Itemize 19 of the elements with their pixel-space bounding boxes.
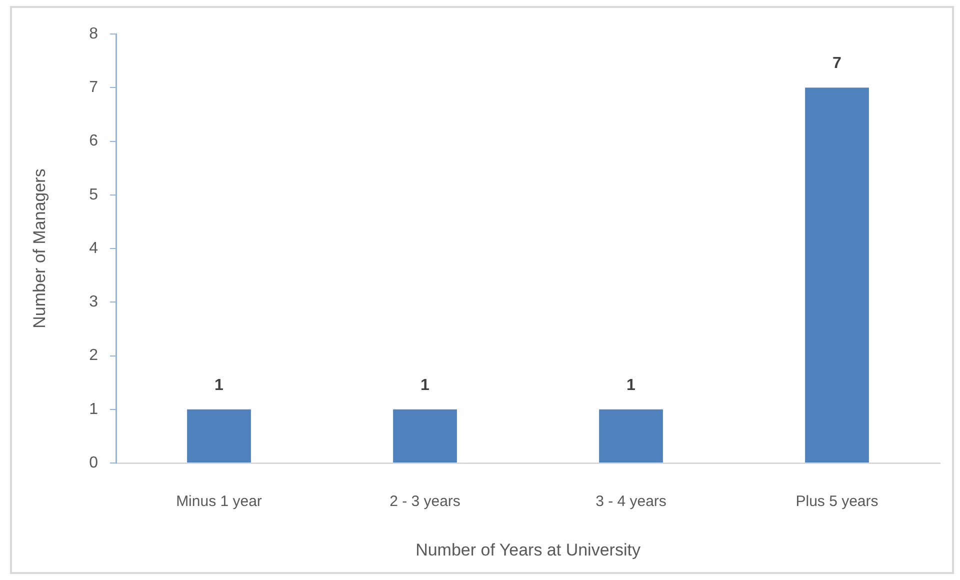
data-label: 7: [832, 55, 842, 72]
y-tick-label: 1: [89, 400, 98, 418]
x-tick-label: 2 - 3 years: [390, 493, 460, 510]
y-tick-label: 6: [89, 132, 98, 150]
y-tick-label: 2: [89, 347, 98, 364]
data-label: 1: [626, 376, 636, 394]
y-tick-label: 4: [89, 240, 98, 257]
y-tick-label: 7: [89, 79, 98, 96]
y-tick-label: 8: [89, 25, 98, 42]
x-axis-title: Number of Years at University: [416, 540, 641, 560]
y-tick-label: 3: [89, 294, 98, 311]
y-axis-title: Number of Managers: [30, 168, 49, 328]
y-tick-label: 0: [89, 454, 98, 472]
data-label: 1: [214, 376, 224, 394]
data-label: 1: [420, 376, 430, 394]
x-tick-label: 3 - 4 years: [596, 493, 666, 510]
y-tick-label: 5: [89, 186, 98, 204]
x-tick-label: Plus 5 years: [796, 493, 878, 510]
x-tick-label: Minus 1 year: [176, 493, 262, 510]
